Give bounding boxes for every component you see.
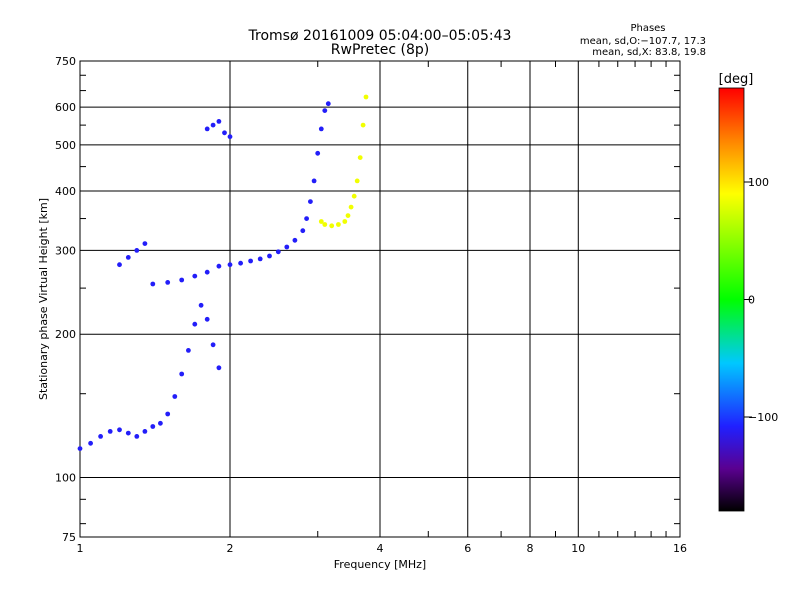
- data-points: [77, 94, 369, 451]
- data-point: [192, 321, 198, 327]
- data-point: [322, 108, 328, 113]
- data-point: [300, 228, 306, 234]
- data-point: [150, 424, 156, 429]
- data-point: [275, 249, 281, 255]
- data-point: [322, 222, 328, 227]
- data-point: [134, 248, 140, 253]
- data-point: [216, 365, 222, 371]
- data-point: [77, 446, 83, 451]
- data-point: [117, 427, 122, 433]
- data-point: [107, 429, 113, 434]
- data-point: [360, 122, 366, 128]
- x-axis-label: Frequency [MHz]: [334, 558, 426, 571]
- legend-line-o: mean, sd,O:−107.7, 17.3: [580, 36, 706, 47]
- data-point: [348, 204, 354, 210]
- data-point: [165, 280, 171, 285]
- data-point: [222, 130, 227, 136]
- colorbar: [718, 87, 745, 512]
- y-tick-label: 500: [55, 139, 76, 152]
- data-point: [142, 241, 148, 247]
- y-tick-label: 200: [55, 328, 76, 341]
- data-point: [318, 126, 324, 132]
- data-point: [292, 237, 298, 243]
- data-point: [165, 411, 171, 417]
- data-point: [150, 281, 156, 287]
- data-point: [357, 155, 363, 161]
- data-point: [248, 258, 254, 264]
- data-point: [311, 178, 317, 184]
- data-point: [204, 269, 210, 275]
- data-point: [227, 262, 233, 268]
- y-tick-label: 300: [55, 244, 76, 257]
- data-point: [204, 316, 210, 322]
- colorbar-tick-label: 0: [748, 294, 755, 307]
- data-point: [308, 199, 313, 205]
- x-tick-label: 6: [464, 542, 471, 555]
- data-point: [354, 178, 360, 184]
- data-point: [351, 193, 357, 199]
- data-point: [227, 134, 233, 140]
- data-point: [304, 216, 309, 222]
- data-point: [238, 260, 244, 266]
- colorbar-tick-label: 100: [748, 176, 769, 189]
- data-point: [125, 430, 131, 436]
- data-point: [284, 244, 290, 250]
- axis-ticks: 1 2 4 6 8 10 16 75 100 200 300 400 500 600 750: [55, 55, 687, 555]
- chart-title: Tromsø 20161009 05:04:00–05:05:43: [248, 28, 512, 44]
- colorbar-unit: [deg]: [719, 72, 754, 87]
- x-tick-label: 16: [673, 542, 687, 555]
- data-point: [125, 255, 131, 260]
- data-point: [336, 222, 341, 227]
- data-point: [192, 273, 198, 279]
- y-tick-label: 75: [62, 531, 76, 544]
- data-point: [318, 219, 324, 224]
- x-tick-label: 4: [377, 542, 384, 555]
- data-point: [98, 434, 103, 439]
- y-tick-label: 100: [55, 472, 76, 485]
- x-tick-label: 8: [527, 542, 534, 555]
- data-point: [329, 223, 335, 229]
- data-point: [179, 277, 185, 283]
- data-point: [325, 101, 331, 107]
- data-point: [267, 253, 272, 259]
- data-point: [216, 263, 222, 269]
- colorbar-ticks: 100 0 −100: [744, 176, 778, 424]
- y-tick-label: 750: [55, 55, 76, 68]
- legend-header: Phases: [630, 23, 665, 34]
- data-point: [345, 213, 351, 219]
- chart-subtitle: RwPretec (8p): [331, 42, 429, 58]
- x-tick-label: 1: [77, 542, 84, 555]
- data-point: [204, 126, 210, 132]
- y-tick-label: 400: [55, 185, 76, 198]
- data-point: [198, 302, 204, 308]
- data-point: [142, 429, 148, 434]
- data-point: [342, 219, 348, 224]
- data-point: [158, 420, 163, 426]
- data-point: [315, 150, 321, 156]
- data-point: [186, 348, 191, 353]
- data-point: [257, 256, 263, 262]
- data-point: [363, 94, 369, 100]
- data-point: [210, 122, 216, 128]
- colorbar-tick-label: −100: [748, 411, 778, 424]
- y-axis-label: Stationary phase Virtual Height [km]: [37, 198, 50, 400]
- y-tick-label: 600: [55, 101, 76, 114]
- data-point: [210, 342, 216, 348]
- data-point: [216, 119, 222, 124]
- x-tick-label: 2: [227, 542, 234, 555]
- data-point: [179, 371, 185, 377]
- data-point: [172, 394, 178, 399]
- data-point: [117, 262, 122, 268]
- data-point: [134, 434, 140, 439]
- data-point: [88, 440, 93, 446]
- x-tick-label: 10: [571, 542, 585, 555]
- grid-lines: [80, 61, 680, 537]
- legend-line-x: mean, sd,X: 83.8, 19.8: [592, 47, 706, 58]
